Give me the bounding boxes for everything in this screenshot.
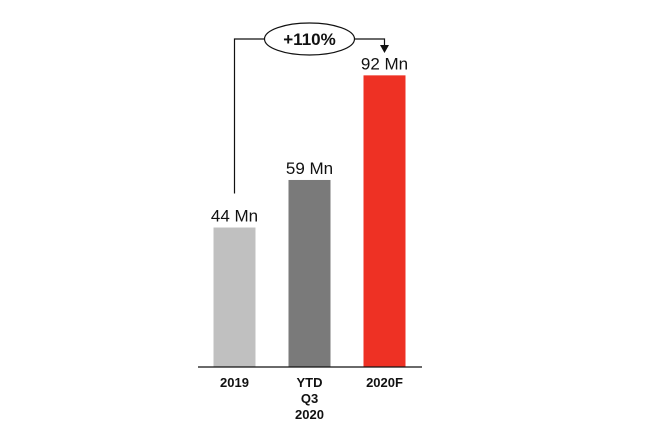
bar-2019: [213, 227, 256, 367]
bar-ytd-q3-2020: [288, 179, 331, 367]
value-label: 44 Mn: [211, 207, 258, 226]
value-labels-group: 44 Mn 59 Mn 92 Mn: [211, 54, 408, 225]
bar-2020f: [363, 75, 406, 368]
x-tick-label: Q3: [301, 391, 318, 406]
x-tick-label: 2019: [220, 375, 249, 390]
growth-annotation: +110%: [233, 22, 389, 194]
growth-arrowhead-icon: [380, 45, 389, 53]
x-tick-label: 2020: [295, 407, 324, 422]
bars-group: [213, 75, 406, 368]
value-label: 59 Mn: [286, 159, 333, 178]
growth-ellipse: [263, 22, 356, 56]
value-label: 92 Mn: [361, 54, 408, 73]
x-tick-label: YTD: [297, 375, 323, 390]
growth-percentage-label: +110%: [283, 30, 335, 49]
x-tick-label: 2020F: [366, 375, 403, 390]
